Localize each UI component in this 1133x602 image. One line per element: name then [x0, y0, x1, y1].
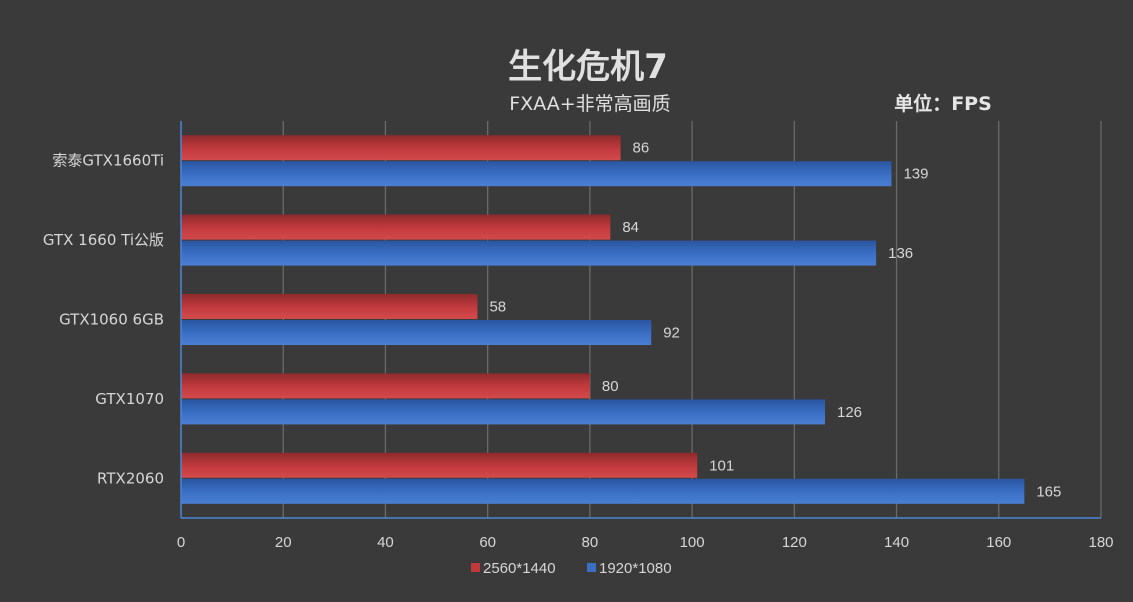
unit-label: 单位：FPS [894, 92, 992, 115]
bar-1920-1 [181, 240, 877, 266]
legend-label: 2560*1440 [483, 560, 556, 577]
data-label: 80 [602, 378, 619, 395]
x-tick-label: 20 [275, 534, 292, 551]
x-tick-label: 100 [680, 534, 705, 551]
bar-2560-1 [181, 214, 611, 240]
x-tick-label: 80 [582, 534, 599, 551]
data-label: 139 [903, 166, 928, 183]
bar-1920-3 [181, 399, 825, 425]
category-label: GTX 1660 Ti公版 [43, 231, 164, 249]
data-label: 101 [709, 457, 734, 474]
bar-2560-2 [181, 294, 478, 319]
x-tick-label: 40 [377, 534, 394, 551]
chart-title: 生化危机7 [508, 47, 668, 87]
data-label: 92 [663, 325, 680, 342]
legend-label: 1920*1080 [599, 560, 672, 577]
axes [180, 121, 1101, 519]
chart-subtitle: FXAA+非常高画质 [509, 93, 670, 115]
x-tick-label: 0 [177, 534, 185, 551]
bar-2560-0 [181, 135, 621, 161]
bar-2560-3 [181, 373, 590, 399]
category-label: RTX2060 [97, 469, 164, 487]
bar-1920-0 [181, 161, 892, 187]
data-label: 165 [1036, 483, 1061, 500]
data-label: 86 [633, 140, 650, 157]
data-label: 136 [888, 245, 913, 262]
x-tick-label: 180 [1088, 534, 1113, 551]
legend: 2560*1440 1920*1080 [471, 560, 672, 577]
x-tick-label: 120 [782, 534, 807, 551]
labels: 0 20 40 60 80 100 120 140 160 180 86 139 索泰GTX1660Ti… [43, 140, 1114, 551]
data-label: 58 [489, 299, 506, 316]
category-label: GTX1070 [95, 390, 164, 408]
legend-swatch [587, 563, 596, 572]
data-label: 84 [622, 219, 639, 236]
bar-1920-2 [181, 320, 652, 345]
x-tick-label: 160 [986, 534, 1011, 551]
x-tick-label: 60 [479, 534, 496, 551]
legend-swatch [471, 563, 480, 572]
bar-2560-4 [181, 452, 698, 478]
x-tick-label: 140 [884, 534, 909, 551]
category-label: 索泰GTX1660Ti [52, 152, 164, 170]
bar-1920-4 [181, 478, 1025, 504]
data-label: 126 [837, 404, 862, 421]
bars [181, 135, 1025, 504]
category-label: GTX1060 6GB [59, 311, 164, 329]
gridlines [282, 121, 1102, 518]
